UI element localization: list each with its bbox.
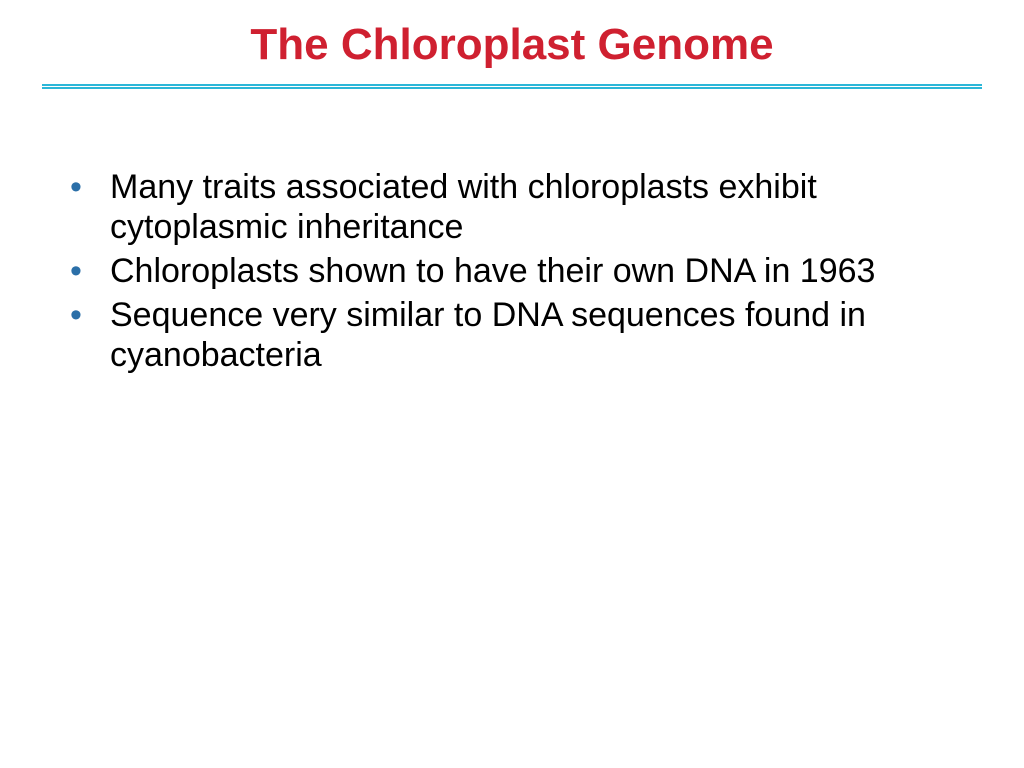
underline-icon	[42, 84, 982, 90]
slide: The Chloroplast Genome Many traits assoc…	[0, 0, 1024, 768]
title-underline	[42, 77, 982, 95]
list-item: Sequence very similar to DNA sequences f…	[70, 295, 982, 375]
slide-title: The Chloroplast Genome	[42, 20, 982, 71]
bullet-list: Many traits associated with chloroplasts…	[70, 167, 982, 376]
slide-body: Many traits associated with chloroplasts…	[42, 167, 982, 376]
list-item: Chloroplasts shown to have their own DNA…	[70, 251, 982, 291]
list-item: Many traits associated with chloroplasts…	[70, 167, 982, 247]
